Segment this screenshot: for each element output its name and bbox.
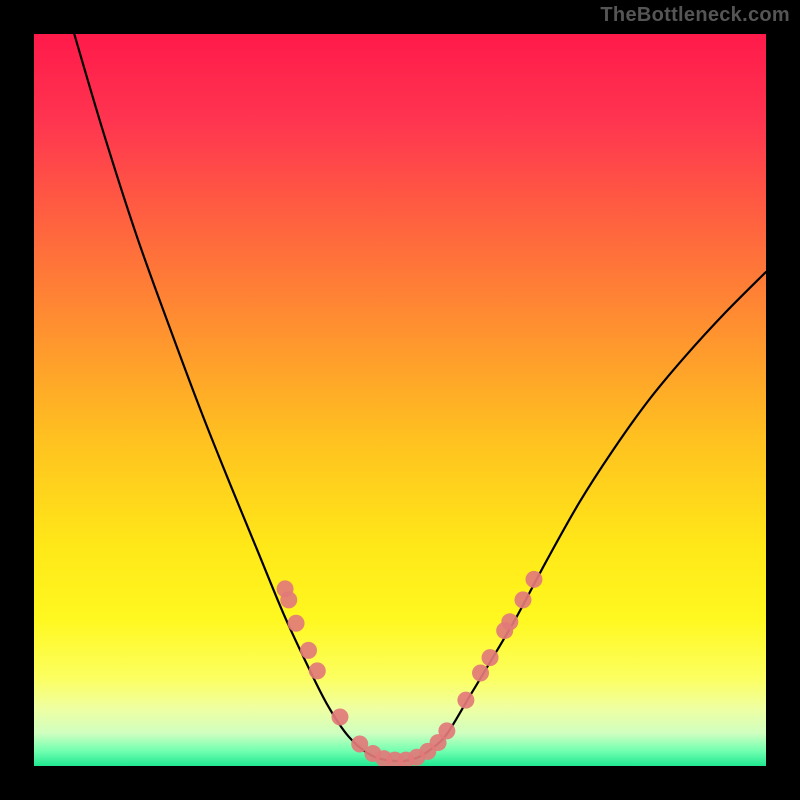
marker-dot (482, 649, 499, 666)
marker-dot (331, 708, 348, 725)
curve-markers (277, 571, 543, 766)
marker-dot (280, 591, 297, 608)
marker-dot (514, 591, 531, 608)
marker-dot (501, 613, 518, 630)
marker-dot (309, 662, 326, 679)
curve-line (74, 34, 766, 761)
marker-dot (525, 571, 542, 588)
marker-dot (438, 722, 455, 739)
marker-dot (288, 615, 305, 632)
bottleneck-curve-chart (34, 34, 766, 766)
marker-dot (457, 692, 474, 709)
marker-dot (300, 642, 317, 659)
plot-area (34, 34, 766, 766)
watermark-text: TheBottleneck.com (600, 4, 790, 27)
marker-dot (472, 665, 489, 682)
